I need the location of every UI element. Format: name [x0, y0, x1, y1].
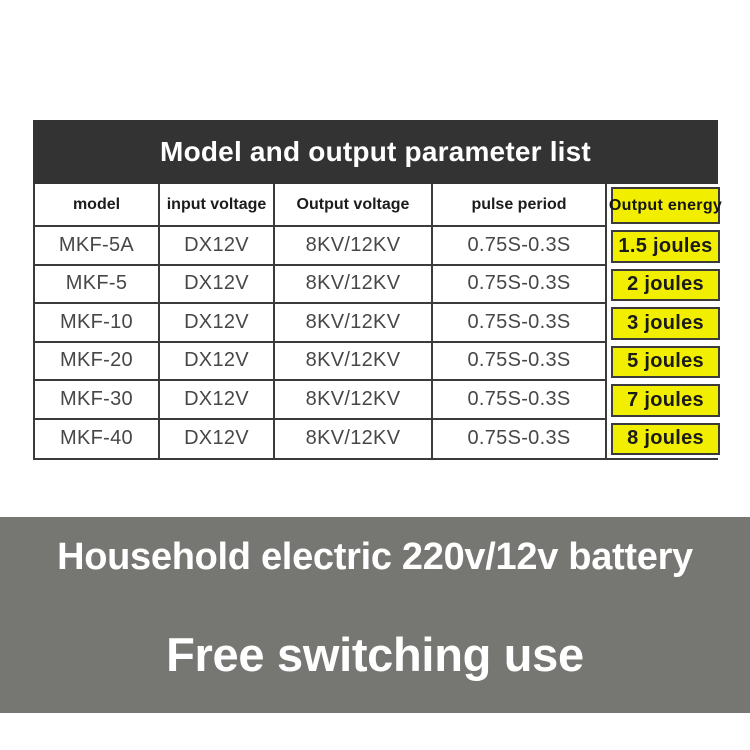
output-energy-cell: 3 joules: [607, 304, 720, 343]
output-energy-chip: 2 joules: [611, 268, 720, 301]
banner-line-battery: Household electric 220v/12v battery: [57, 536, 693, 578]
input-voltage-cell: DX12V: [160, 304, 275, 343]
output-energy-cell: 7 joules: [607, 381, 720, 420]
output-energy-cell: 2 joules: [607, 266, 720, 305]
model-cell: MKF-20: [35, 342, 160, 381]
output-voltage-cell: 8KV/12KV: [275, 342, 433, 381]
model-cell: MKF-40: [35, 419, 160, 458]
input-voltage-cell: DX12V: [160, 265, 275, 304]
pulse-period-cell: 0.75S-0.3S: [433, 265, 607, 304]
output-energy-chip: 5 joules: [611, 345, 720, 378]
table-title-bar: Model and output parameter list: [33, 120, 718, 184]
input-voltage-cell: DX12V: [160, 227, 275, 266]
parameter-table: model input voltage Output voltage pulse…: [33, 184, 722, 460]
output-voltage-cell: 8KV/12KV: [275, 227, 433, 266]
output-voltage-cell: 8KV/12KV: [275, 381, 433, 420]
pulse-period-cell: 0.75S-0.3S: [433, 227, 607, 266]
header-cell-output-voltage: Output voltage: [275, 184, 433, 227]
input-voltage-cell: DX12V: [160, 342, 275, 381]
pulse-period-cell: 0.75S-0.3S: [433, 342, 607, 381]
input-voltage-cell: DX12V: [160, 381, 275, 420]
marketing-banner: Household electric 220v/12v battery Free…: [0, 517, 750, 713]
header-cell-input-voltage: input voltage: [160, 184, 275, 227]
model-cell: MKF-5A: [35, 227, 160, 266]
output-energy-chip: 8 joules: [611, 422, 720, 455]
output-energy-header-chip: Output energy: [609, 187, 722, 224]
pulse-period-cell: 0.75S-0.3S: [433, 419, 607, 458]
banner-line-switching: Free switching use: [166, 628, 584, 681]
pulse-period-cell: 0.75S-0.3S: [433, 381, 607, 420]
table-title: Model and output parameter list: [160, 136, 591, 167]
model-cell: MKF-10: [35, 304, 160, 343]
output-energy-cell: 1.5 joules: [607, 227, 720, 266]
output-voltage-cell: 8KV/12KV: [275, 419, 433, 458]
output-energy-chip: 7 joules: [611, 384, 720, 417]
header-cell-output-energy: Output energy: [607, 184, 722, 227]
output-energy-chip: 1.5 joules: [611, 230, 720, 263]
output-energy-chip: 3 joules: [611, 307, 720, 340]
model-cell: MKF-30: [35, 381, 160, 420]
output-voltage-cell: 8KV/12KV: [275, 304, 433, 343]
output-energy-cell: 5 joules: [607, 343, 720, 382]
header-cell-pulse-period: pulse period: [433, 184, 607, 227]
model-cell: MKF-5: [35, 265, 160, 304]
output-energy-cell: 8 joules: [607, 420, 720, 459]
input-voltage-cell: DX12V: [160, 419, 275, 458]
pulse-period-cell: 0.75S-0.3S: [433, 304, 607, 343]
output-voltage-cell: 8KV/12KV: [275, 265, 433, 304]
header-cell-model: model: [35, 184, 160, 227]
